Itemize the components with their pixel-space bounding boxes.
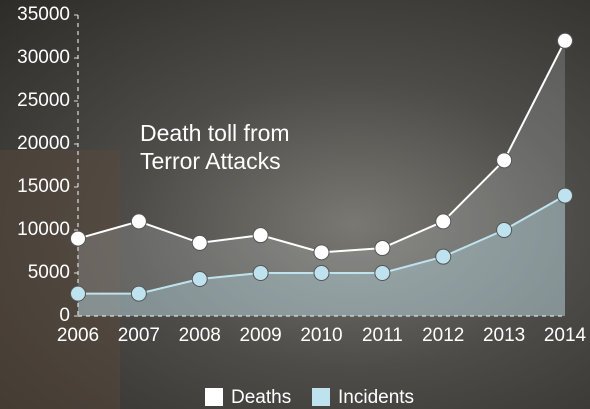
x-tick-label: 2013: [483, 325, 525, 346]
legend-swatch: [205, 388, 223, 406]
data-point: [252, 227, 269, 244]
x-tick-label: 2010: [300, 325, 342, 346]
background-building: [0, 150, 120, 409]
x-tick-label: 2007: [118, 325, 160, 346]
data-point: [374, 265, 391, 281]
data-point: [191, 234, 208, 251]
data-point: [557, 187, 573, 204]
y-tick-label: 0: [59, 305, 70, 326]
data-point: [496, 222, 513, 238]
data-point: [70, 285, 86, 302]
data-point: [313, 244, 330, 261]
data-point: [130, 213, 147, 230]
legend-label: Incidents: [338, 387, 414, 408]
x-tick-label: 2008: [179, 325, 221, 346]
x-tick-label: 2011: [362, 325, 403, 346]
data-point: [374, 240, 391, 257]
y-tick-label: 15000: [17, 176, 70, 197]
legend-label: Deaths: [231, 387, 291, 408]
legend-swatch: [312, 388, 330, 406]
y-tick-label: 5000: [28, 262, 70, 283]
data-point: [313, 265, 330, 281]
data-point: [496, 152, 513, 169]
y-tick-label: 30000: [17, 47, 70, 68]
x-tick-label: 2009: [239, 325, 281, 346]
chart-title: Death toll from Terror Attacks: [140, 120, 290, 174]
x-tick-label: 2006: [57, 325, 99, 346]
y-tick-label: 10000: [17, 219, 70, 240]
y-tick-label: 25000: [17, 90, 70, 111]
data-point: [557, 32, 573, 49]
data-point: [252, 265, 269, 281]
data-point: [130, 285, 147, 302]
data-point: [435, 248, 452, 265]
y-tick-label: 35000: [17, 4, 70, 25]
data-point: [435, 213, 452, 230]
x-tick-label: 2014: [544, 325, 587, 346]
data-point: [191, 271, 208, 288]
data-point: [70, 230, 86, 247]
x-tick-label: 2012: [422, 325, 464, 346]
y-tick-label: 20000: [17, 133, 70, 154]
